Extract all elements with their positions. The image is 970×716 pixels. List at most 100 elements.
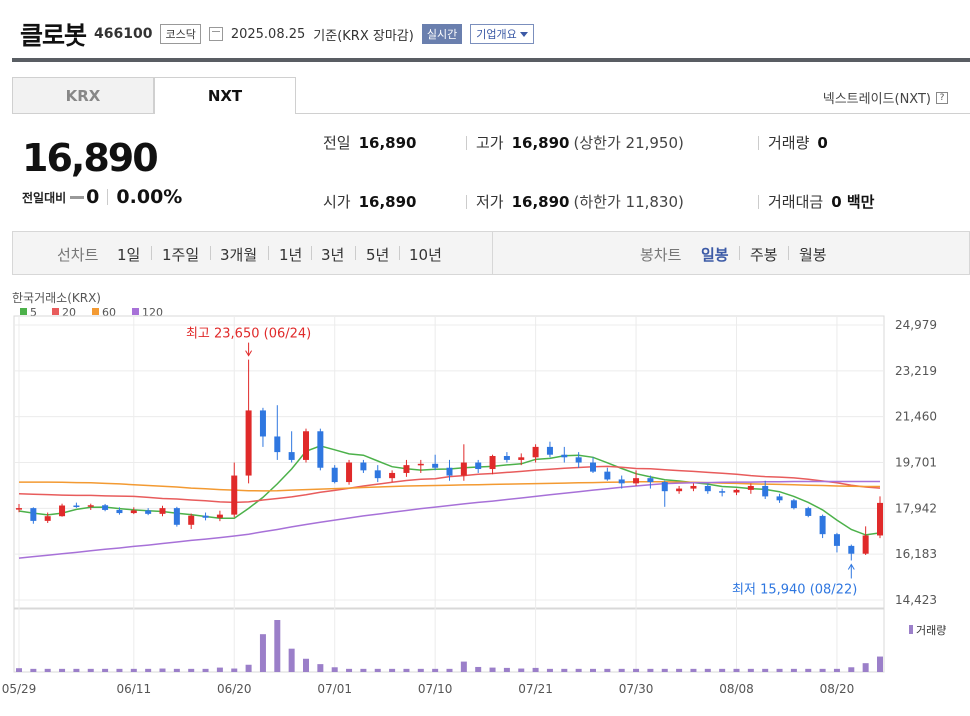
stat-value: 16,890 <box>358 133 417 152</box>
period-3m[interactable]: 3개월 <box>220 246 258 264</box>
quote-date: 2025.08.25 <box>230 26 306 42</box>
stat-divider <box>466 136 467 150</box>
volume-label: 거래량 <box>916 624 946 637</box>
period-1w[interactable]: 1주일 <box>162 246 200 264</box>
tab-nxt[interactable]: NXT <box>154 77 296 114</box>
x-tick-label: 08/08 <box>719 682 754 696</box>
volume-bars <box>16 620 883 672</box>
volume-bar <box>202 668 209 672</box>
candle-body <box>575 457 582 463</box>
volume-bar <box>116 668 123 672</box>
volume-bar <box>647 668 654 672</box>
candle-body <box>30 508 37 521</box>
header-divider <box>12 58 970 62</box>
ma-line-120 <box>18 480 880 559</box>
stock-header: 클로봇 466100 코스닥 2025.08.25 기준(KRX 장마감) 실시… <box>20 18 534 50</box>
legend-swatch <box>20 308 27 315</box>
x-tick-label: 07/01 <box>317 682 352 696</box>
candle-body <box>561 454 568 458</box>
volume-bar <box>819 668 826 672</box>
volume-bar <box>833 668 840 672</box>
volume-bar <box>546 668 553 672</box>
period-separator <box>399 246 400 260</box>
tab-krx[interactable]: KRX <box>12 77 154 114</box>
candles <box>16 359 883 561</box>
legend-swatch <box>92 308 99 315</box>
company-overview-label: 기업개요 <box>476 28 517 41</box>
candle-body <box>346 462 353 483</box>
legend-label: 120 <box>142 306 163 319</box>
nextrade-link[interactable]: 넥스트레이드(NXT) ? <box>823 88 948 107</box>
period-separator <box>788 246 789 260</box>
stock-code: 466100 <box>94 26 153 42</box>
candle-body <box>116 509 123 514</box>
volume-bar <box>188 668 195 672</box>
period-bar <box>12 231 970 275</box>
candle-body <box>360 462 367 471</box>
x-axis-labels: 05/29 06/11 06/20 07/01 07/10 07/21 07/30 08/08… <box>2 682 855 696</box>
period-separator <box>739 246 740 260</box>
y-tick-label: 16,183 <box>895 547 937 561</box>
candle-body <box>475 462 482 470</box>
candle-body <box>159 508 166 514</box>
stat-value: 16,890 <box>358 192 417 211</box>
high-arrow-head <box>245 350 253 357</box>
volume-bar <box>561 668 568 672</box>
x-tick-label: 06/11 <box>117 682 152 696</box>
candle-body <box>303 431 309 460</box>
candle-body <box>417 463 424 466</box>
candle-body <box>776 496 783 501</box>
change-value: 0 <box>86 186 100 208</box>
realtime-button[interactable]: 실시간 <box>421 24 463 44</box>
y-tick-label: 17,942 <box>895 501 937 515</box>
volume-bar <box>102 668 109 672</box>
candle-body <box>188 515 195 525</box>
candle-body <box>762 485 769 497</box>
volume-bar <box>274 620 281 672</box>
candle-body <box>317 431 324 468</box>
candle-body <box>274 436 281 453</box>
period-10y[interactable]: 10년 <box>409 246 442 264</box>
price-chart[interactable]: 한국거래소(KRX) 5 20 60 120 24,979 23,219 21,460 19… <box>0 285 970 716</box>
low-price-label: 최저 15,940 (08/22) <box>732 582 857 597</box>
stat-lower-limit: (하한가 11,830) <box>573 193 684 211</box>
period-daily[interactable]: 일봉 <box>701 246 729 264</box>
period-separator <box>151 246 152 260</box>
period-weekly[interactable]: 주봉 <box>750 246 778 264</box>
candle-body <box>633 478 640 484</box>
chart-grid <box>13 315 885 673</box>
period-5y[interactable]: 5년 <box>366 246 390 264</box>
period-separator <box>311 246 312 260</box>
period-1y[interactable]: 1년 <box>279 246 303 264</box>
volume-bar <box>503 667 510 672</box>
candle-body <box>130 510 137 514</box>
period-3y[interactable]: 3년 <box>321 246 345 264</box>
stat-label: 거래량 <box>768 134 810 152</box>
volume-bar <box>862 663 869 672</box>
stat-divider <box>758 136 759 150</box>
period-monthly[interactable]: 월봉 <box>799 246 827 264</box>
volume-bar <box>259 634 266 672</box>
volume-bar <box>877 656 883 672</box>
candle-body <box>704 485 711 492</box>
candle-body <box>690 485 697 489</box>
unchanged-icon <box>70 195 85 199</box>
help-icon[interactable]: ? <box>936 91 948 104</box>
company-overview-button[interactable]: 기업개요 <box>470 24 534 44</box>
legend-label: 60 <box>102 306 116 319</box>
volume-bar <box>59 668 66 672</box>
calendar-icon <box>208 27 223 41</box>
candle-body <box>446 467 453 476</box>
candle-body <box>173 508 180 525</box>
stat-label: 전일 <box>323 134 351 152</box>
stock-name: 클로봇 <box>20 21 87 50</box>
stat-value: 16,890 <box>511 192 570 211</box>
candle-body <box>389 472 396 479</box>
volume-bar <box>288 648 295 672</box>
candle-body <box>532 446 539 458</box>
volume-bar <box>173 668 180 672</box>
stat-high: 고가 16,890 (상한가 21,950) <box>476 132 684 153</box>
chart-legend: 5 20 60 120 <box>20 306 163 319</box>
candle-body <box>661 482 668 492</box>
period-1d[interactable]: 1일 <box>117 246 141 264</box>
